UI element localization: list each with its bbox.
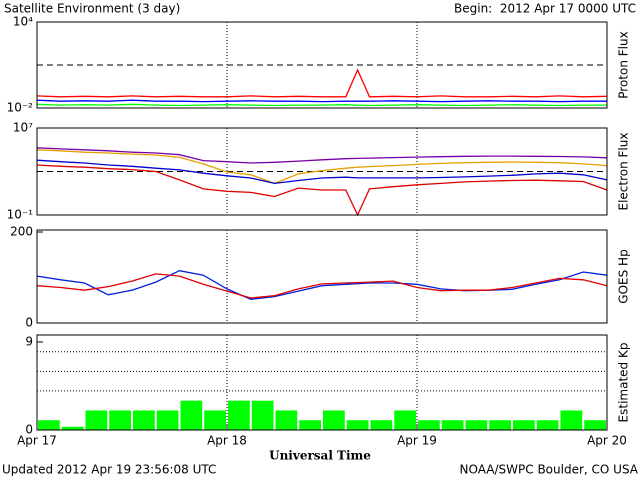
plot-title: Satellite Environment (3 day)	[4, 2, 180, 16]
kp-bar	[180, 400, 203, 430]
y-tick-label: 10⁻²	[7, 101, 34, 115]
series-line	[36, 147, 608, 164]
y-axis-label: Proton Flux	[617, 31, 631, 98]
series-line	[36, 164, 608, 217]
kp-bar	[228, 400, 250, 430]
kp-bar	[346, 420, 369, 430]
y-tick-label: 0	[25, 423, 33, 437]
x-tick-label: Apr 17	[17, 434, 57, 448]
kp-bar	[133, 410, 155, 430]
series-line	[36, 270, 608, 300]
y-tick-label: 200	[10, 225, 33, 239]
series-line	[36, 99, 607, 103]
kp-bar	[251, 400, 274, 430]
y-tick-label: 0	[25, 316, 33, 330]
panel-frame	[36, 127, 608, 216]
kp-bar	[156, 410, 179, 430]
kp-bar	[560, 410, 583, 430]
y-tick-label: 10⁴	[13, 15, 33, 29]
kp-bar	[323, 410, 345, 430]
y-tick-label: 10⁻¹	[7, 208, 34, 222]
series-line	[36, 103, 607, 107]
x-axis-title: Universal Time	[269, 449, 371, 463]
y-axis-label: GOES Hp	[617, 249, 631, 303]
kp-bar	[489, 420, 511, 430]
y-axis-label: Estimated Kp	[617, 343, 631, 423]
kp-bar	[418, 420, 440, 430]
kp-bar	[441, 420, 464, 430]
y-tick-label: 10⁷	[13, 121, 33, 135]
kp-bar	[38, 420, 60, 430]
kp-bar	[275, 410, 298, 430]
series-line	[36, 159, 608, 185]
kp-bar	[465, 420, 488, 430]
kp-bar	[536, 420, 559, 430]
kp-bar	[204, 410, 226, 430]
kp-bar	[109, 410, 131, 430]
kp-bar	[85, 410, 108, 430]
y-axis-label: Electron Flux	[617, 133, 631, 211]
kp-bar	[513, 420, 535, 430]
series-line	[36, 68, 608, 98]
y-tick-label: 9	[25, 335, 33, 349]
kp-bar	[299, 420, 321, 430]
x-tick-label: Apr 20	[587, 434, 627, 448]
kp-bar	[370, 420, 393, 430]
source: NOAA/SWPC Boulder, CO USA	[460, 463, 639, 477]
series-line	[36, 273, 608, 299]
panel-frame	[36, 229, 608, 324]
updated-time: Updated 2012 Apr 19 23:56:08 UTC	[2, 463, 216, 477]
begin-time: Begin: 2012 Apr 17 0000 UTC	[454, 2, 636, 16]
kp-bar	[394, 410, 416, 430]
x-tick-label: Apr 19	[397, 434, 437, 448]
panel-frame	[36, 334, 608, 431]
x-tick-label: Apr 18	[207, 434, 247, 448]
kp-bar	[61, 426, 84, 430]
kp-bar	[584, 420, 606, 430]
panel-frame	[36, 21, 608, 109]
series-line	[36, 149, 608, 185]
